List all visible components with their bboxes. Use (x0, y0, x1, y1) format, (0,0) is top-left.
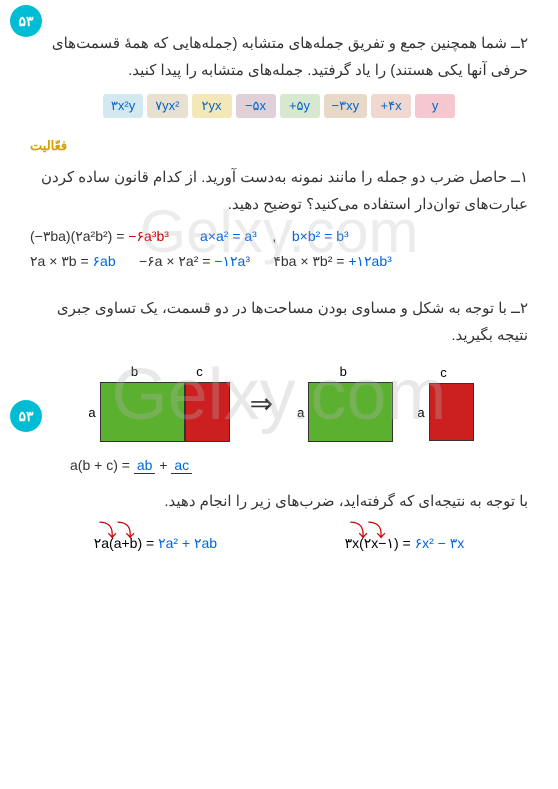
green-rect (308, 382, 393, 442)
label-b: b (92, 364, 177, 379)
answer: ۲a² + ۲ab (158, 535, 217, 551)
green-rect (100, 382, 185, 442)
label-b: b (301, 364, 386, 379)
red-rect (185, 382, 230, 442)
math-line-2: ۲a × ۳b = ۶ab −۶a × ۲a² = −۱۲a³ ۴ba × ۳b… (30, 253, 528, 270)
label-a: a (417, 405, 424, 420)
rect-combined: b c a (84, 364, 229, 442)
rule: a×a² = a³ (200, 228, 257, 244)
term-chips-row: ۳x²y ۷yx² ۲yx −۵x +۵y −۳xy +۴x y (30, 94, 528, 118)
area-diagram: b c a ⇒ b a c a (30, 364, 528, 442)
label-a: a (88, 405, 95, 420)
distribution-exercises: ⤵⤵ ۲a(a+b) = ۲a² + ۲ab ⤵⤵ ۳x(۲x−۱) = ۶x²… (30, 535, 528, 552)
chip: ۳x²y (103, 94, 143, 118)
label-c: c (421, 365, 466, 380)
chip: ۷yx² (147, 94, 187, 118)
answer: ۶ab (93, 253, 116, 269)
page-number-badge: ۵۳ (10, 5, 42, 37)
label-c: c (177, 364, 222, 379)
expr: ۲a × ۳b = (30, 253, 93, 269)
dist-right: ⤵⤵ ۳x(۲x−۱) = ۶x² − ۳x (345, 535, 465, 552)
chip: y (415, 94, 455, 118)
rect-green-only: b a (293, 364, 393, 442)
chip: +۵y (280, 94, 320, 118)
chip: ۲yx (192, 94, 232, 118)
answer: ۶x² − ۳x (415, 535, 465, 551)
formula-lhs: a(b + c) = (70, 457, 134, 473)
label-a: a (297, 405, 304, 420)
question-2b-text: ۲ــ با توجه به شکل و مساوی بودن مساحت‌ها… (30, 295, 528, 349)
chip: −۳xy (324, 94, 368, 118)
expr: (−۳ba)(۲a²b²) = (30, 228, 128, 244)
question-3-text: با توجه به نتیجه‌ای که گرفته‌اید، ضرب‌ها… (30, 488, 528, 515)
math-line-1: (−۳ba)(۲a²b²) = −۶a³b³ a×a² = a³ , b×b² … (30, 228, 528, 245)
red-rect (429, 383, 474, 441)
answer: −۱۲a³ (214, 253, 250, 269)
arc-icon: ⤵⤵ (99, 517, 135, 543)
chip: −۵x (236, 94, 276, 118)
answer: −۶a³b³ (128, 228, 169, 244)
formula-part2: ac (171, 457, 192, 474)
chip: +۴x (371, 94, 411, 118)
question-1-text: ۱ــ حاصل ضرب دو جمله را مانند نمونه به‌د… (30, 164, 528, 218)
arc-icon: ⤵⤵ (350, 517, 386, 543)
activity-label: فعّالیت (30, 138, 528, 154)
plus: + (159, 457, 171, 473)
expr: ۴ba × ۳b² = (273, 253, 348, 269)
rule: b×b² = b³ (292, 228, 349, 244)
distributive-formula: a(b + c) = ab + ac (70, 457, 488, 473)
rect-red-only: c a (413, 365, 473, 441)
arrow-icon: ⇒ (250, 387, 273, 420)
expr: −۶a × ۲a² = (139, 253, 214, 269)
page-number-badge: ۵۳ (10, 400, 42, 432)
dist-left: ⤵⤵ ۲a(a+b) = ۲a² + ۲ab (94, 535, 217, 552)
answer: +۱۲ab³ (348, 253, 391, 269)
formula-part1: ab (134, 457, 156, 474)
question-2-text: ۲ــ شما همچنین جمع و تفریق جمله‌های متشا… (30, 30, 528, 84)
